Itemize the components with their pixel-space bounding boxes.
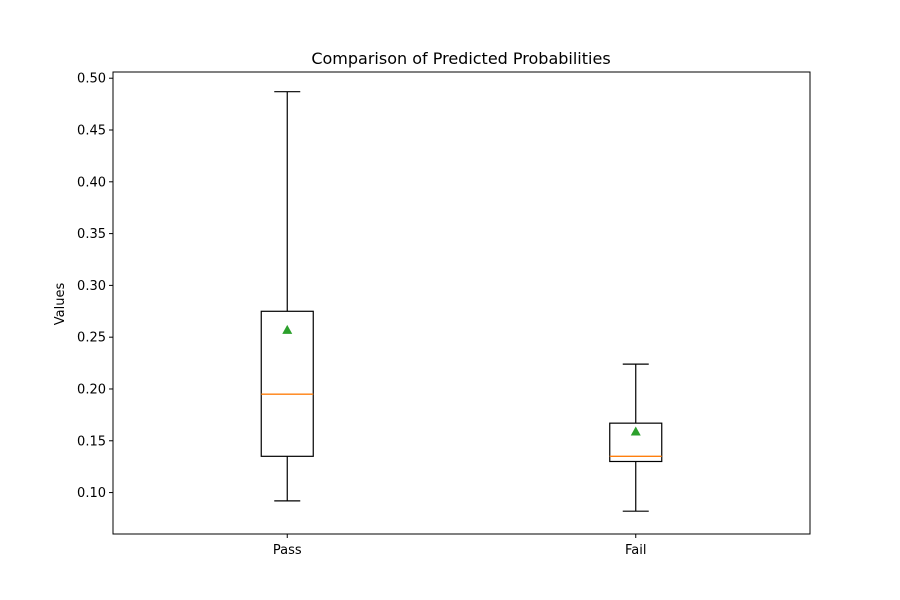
- plot-frame: [112, 71, 811, 535]
- box-group-pass: [260, 91, 314, 502]
- y-tick-label: 0.45: [77, 124, 106, 139]
- y-tick-label: 0.15: [77, 434, 106, 449]
- plot-area: [260, 91, 663, 512]
- y-tick-label: 0.10: [77, 486, 106, 501]
- box-group-fail: [609, 363, 663, 512]
- x-tick-label: Pass: [273, 543, 302, 558]
- iqr-box: [260, 310, 314, 457]
- y-axis-label: Values: [53, 283, 68, 326]
- x-tick-label: Fail: [625, 543, 646, 558]
- mean-marker: [630, 426, 641, 436]
- y-tick-label: 0.20: [77, 382, 106, 397]
- mean-marker: [282, 324, 293, 334]
- y-tick-label: 0.40: [77, 175, 106, 190]
- iqr-box: [609, 422, 663, 463]
- y-tick-label: 0.25: [77, 331, 106, 346]
- y-tick-label: 0.50: [77, 72, 106, 87]
- y-tick-label: 0.35: [77, 227, 106, 242]
- chart-title: Comparison of Predicted Probabilities: [311, 49, 610, 68]
- y-tick-label: 0.30: [77, 279, 106, 294]
